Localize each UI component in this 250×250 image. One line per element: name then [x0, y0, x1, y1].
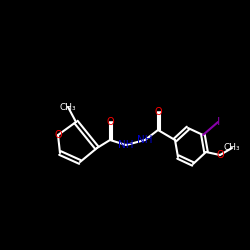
Text: CH₃: CH₃ [224, 144, 240, 152]
Text: O: O [106, 117, 114, 127]
Text: O: O [54, 130, 62, 140]
Text: NH: NH [118, 140, 134, 150]
Text: O: O [216, 150, 224, 160]
Text: NH: NH [137, 135, 153, 145]
Text: CH₃: CH₃ [60, 102, 76, 112]
Text: O: O [154, 107, 162, 117]
Text: I: I [216, 117, 220, 127]
